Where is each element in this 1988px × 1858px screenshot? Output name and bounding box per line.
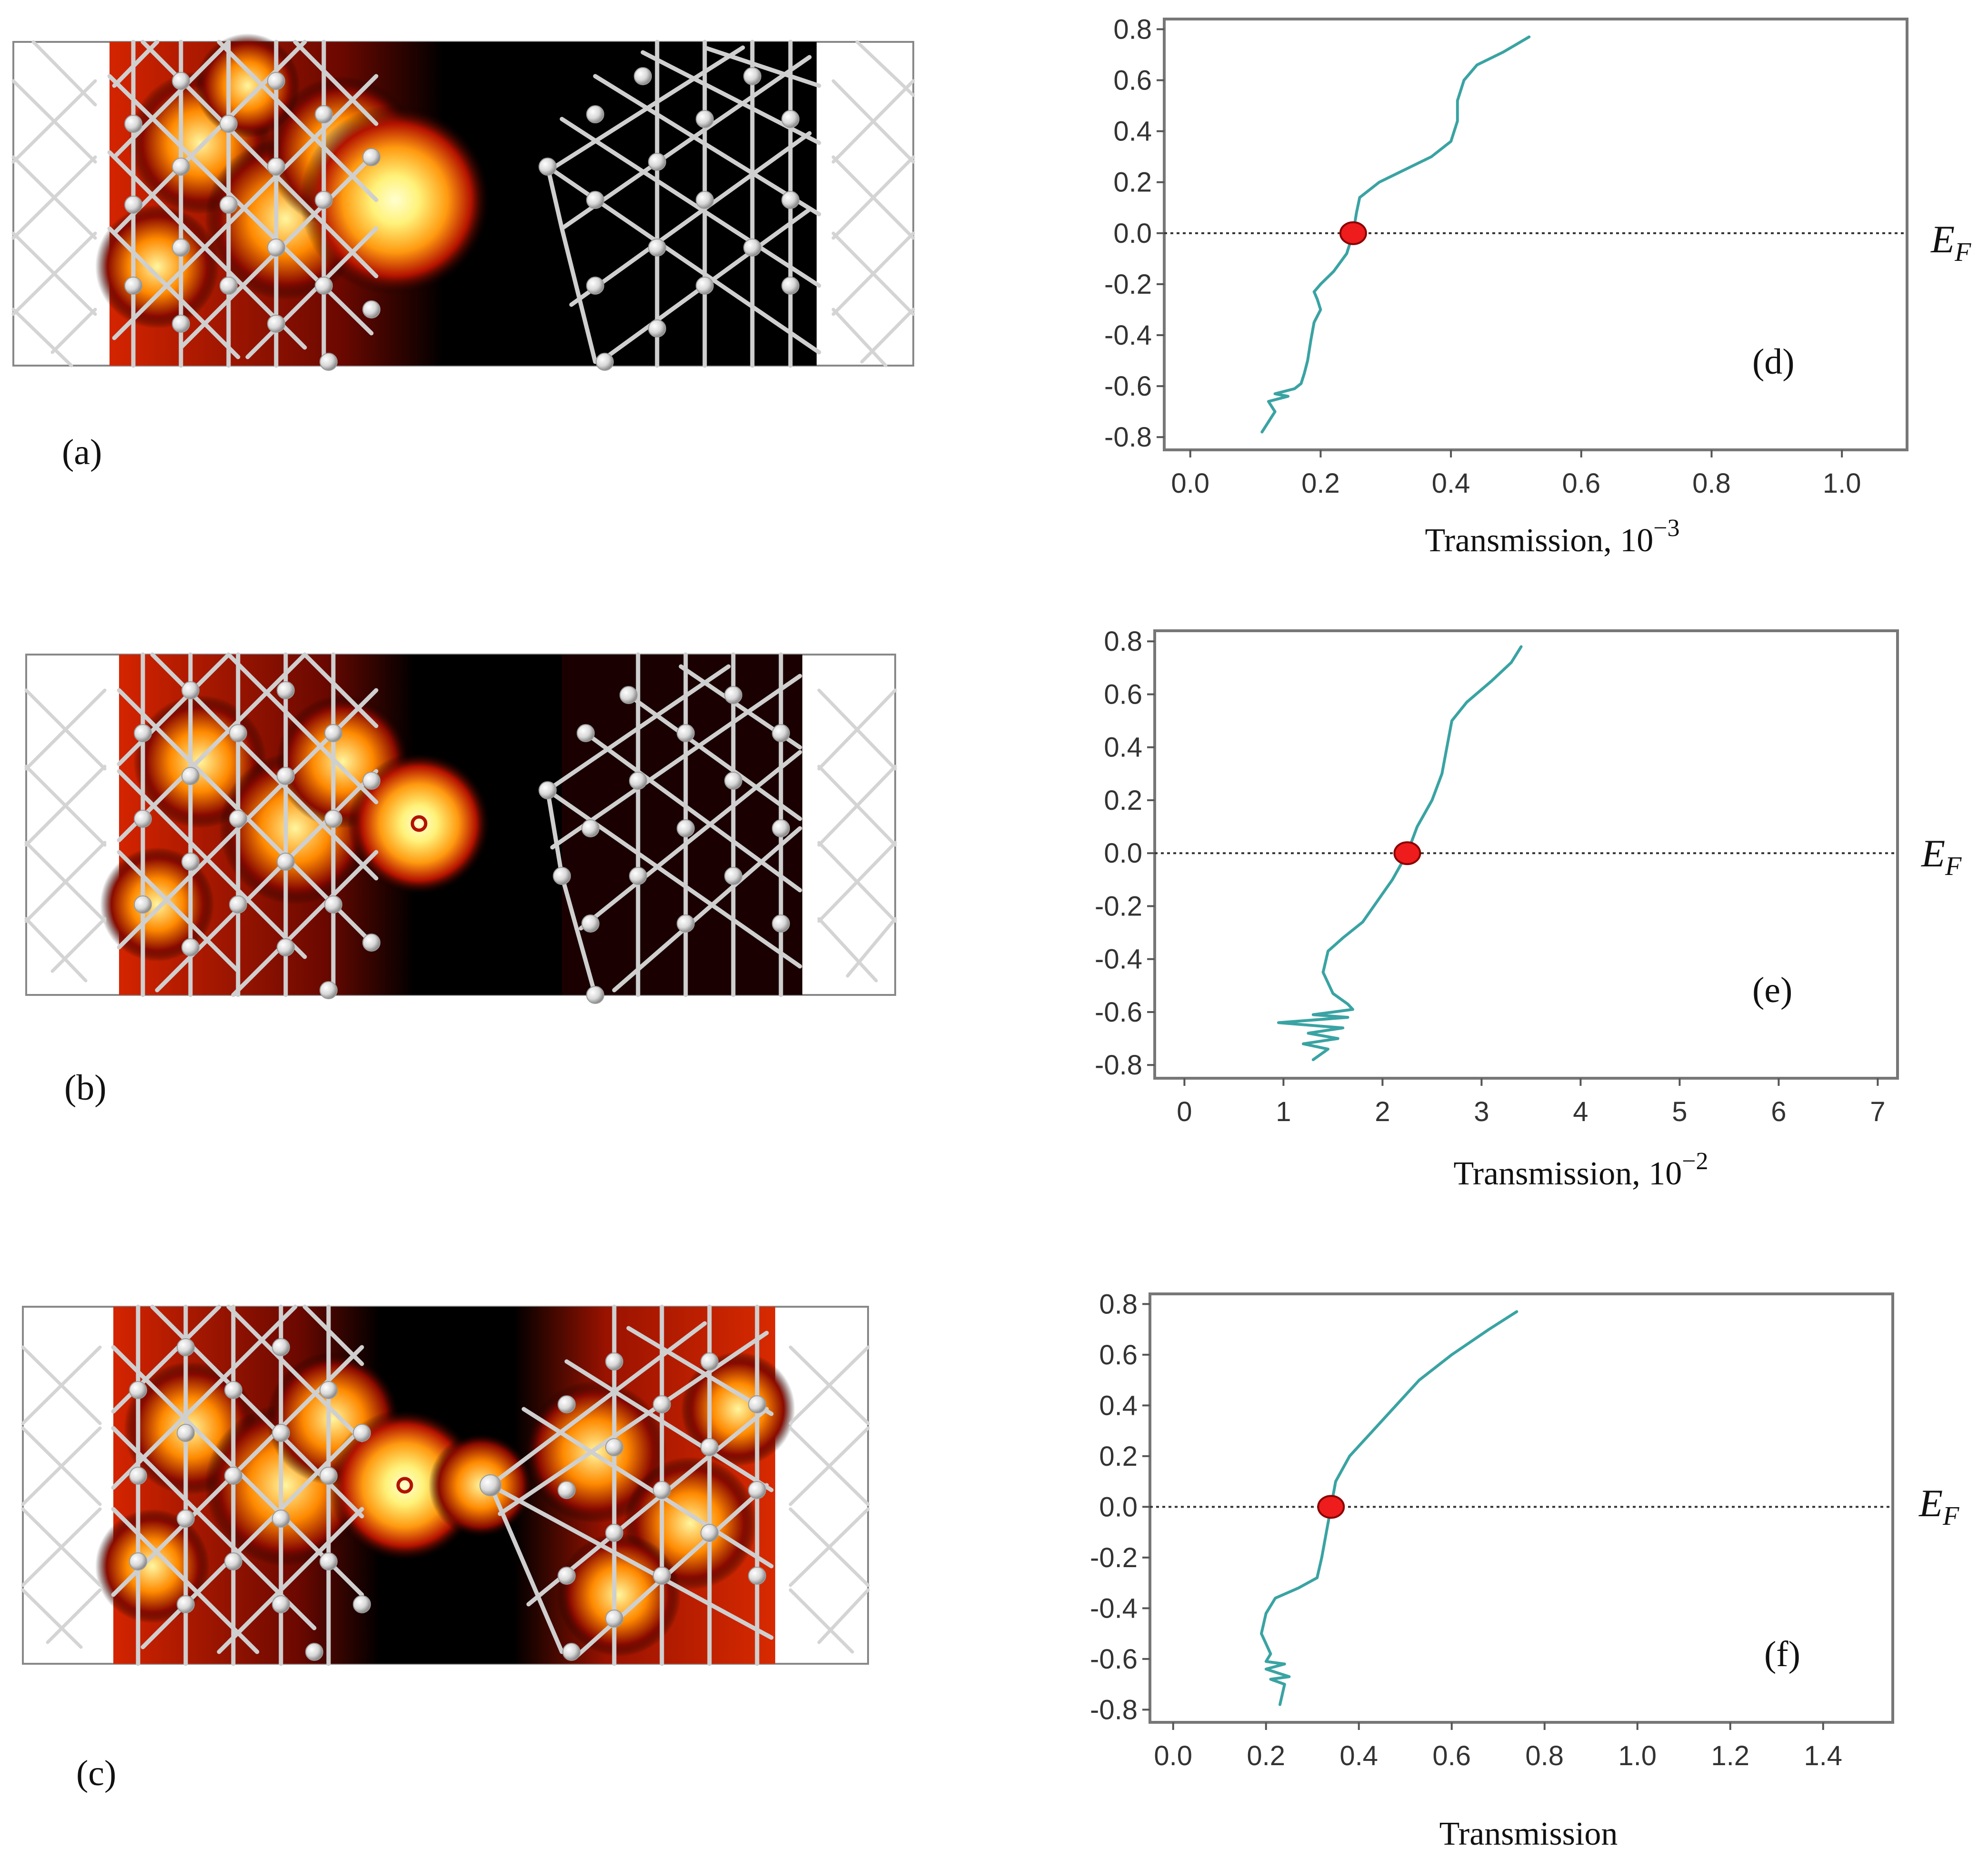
panel-label-d: (d) [1752, 342, 1795, 382]
x-axis-f: 0.0 0.2 0.4 0.6 0.8 1.0 1.2 1.4 [1154, 1722, 1842, 1771]
x-tick-label-d: 0.0 [1171, 468, 1209, 499]
x-tick-label-e: 3 [1474, 1096, 1489, 1127]
x-tick-label-e: 7 [1870, 1096, 1885, 1127]
y-tick-label-f: -0.8 [1090, 1694, 1138, 1725]
fermi-label-sub-f: F [1942, 1501, 1959, 1531]
x-tick-label-f: 1.4 [1804, 1740, 1842, 1771]
y-axis-d: 0.8 0.6 0.4 0.2 0.0 -0.2 -0.4 -0.6 -0.8 [1104, 14, 1164, 453]
y-tick-label-f: 0.0 [1099, 1491, 1138, 1522]
fermi-label-main-d: E [1930, 218, 1955, 261]
x-tick-label-d: 1.0 [1823, 468, 1861, 499]
y-tick-label-f: 0.2 [1099, 1441, 1138, 1472]
y-tick-label-d: -0.6 [1104, 371, 1152, 402]
x-tick-label-f: 0.4 [1339, 1740, 1378, 1771]
x-tick-label-e: 2 [1375, 1096, 1390, 1127]
structure-panel-c: (c) [21, 1304, 870, 1793]
x-axis-title-e: Transmission, 10−2 [1453, 1148, 1708, 1192]
x-tick-label-e: 0 [1177, 1096, 1192, 1127]
chart-frame-f [1149, 1292, 1894, 1724]
x-tick-label-e: 4 [1573, 1096, 1588, 1127]
y-tick-label-d: 0.4 [1113, 116, 1152, 147]
x-tick-label-f: 1.0 [1618, 1740, 1657, 1771]
y-tick-label-d: 0.0 [1113, 218, 1152, 249]
y-tick-label-f: -0.6 [1090, 1644, 1138, 1675]
panel-label-b: (b) [64, 1068, 107, 1108]
fermi-label-f: EF [1918, 1481, 1959, 1531]
x-tick-label-e: 5 [1672, 1096, 1687, 1127]
y-tick-label-e: -0.4 [1095, 944, 1142, 975]
fermi-label-sub-d: F [1954, 238, 1971, 267]
y-tick-label-f: 0.6 [1099, 1340, 1138, 1371]
atoms-c [129, 1338, 766, 1661]
x-axis-d: 0.0 0.2 0.4 0.6 0.8 1.0 [1171, 450, 1861, 499]
x-axis-title-main-d: Transmission, 10 [1425, 522, 1653, 559]
fermi-point-marker-e [1393, 841, 1421, 865]
y-axis-f: 0.8 0.6 0.4 0.2 0.0 -0.2 -0.4 -0.6 -0.8 [1090, 1289, 1150, 1725]
x-tick-label-f: 1.2 [1711, 1740, 1749, 1771]
x-axis-title-exp-e: −2 [1682, 1148, 1708, 1175]
panel-label-c: (c) [76, 1753, 116, 1793]
fermi-label-d: EF [1930, 218, 1971, 267]
y-tick-label-e: 0.4 [1104, 732, 1142, 763]
x-axis-title-f: Transmission [1439, 1816, 1618, 1852]
y-tick-label-e: 0.0 [1104, 838, 1142, 869]
y-tick-label-e: 0.8 [1104, 626, 1142, 657]
structure-panel-b: (b) [24, 652, 897, 1108]
y-tick-label-e: -0.8 [1095, 1050, 1142, 1081]
chart-frame-d [1163, 18, 1908, 451]
panel-label-e: (e) [1752, 970, 1792, 1010]
y-tick-label-f: 0.8 [1099, 1289, 1138, 1320]
transmission-chart-f: 0.0 0.2 0.4 0.6 0.8 1.0 1.2 1.4 0.80.60.40.20.0… [1090, 1289, 1959, 1852]
x-axis-e: 0 1 2 3 4 5 6 7 [1177, 1078, 1886, 1127]
fermi-label-main-f: E [1918, 1481, 1943, 1525]
x-tick-label-d: 0.8 [1692, 468, 1731, 499]
panel-label-f: (f) [1764, 1634, 1800, 1674]
x-tick-label-f: 0.6 [1432, 1740, 1471, 1771]
x-tick-label-d: 0.2 [1301, 468, 1340, 499]
transmission-curve-e [1277, 645, 1523, 1062]
y-tick-label-e: -0.2 [1095, 891, 1142, 922]
transmission-chart-e: 0 1 2 3 4 5 6 7 0.8 0.6 0.4 0.2 0.0 -0.2 -0.4 -0.6 -0.8… [1095, 626, 1962, 1192]
panel-label-a: (a) [62, 432, 102, 472]
y-tick-label-d: 0.8 [1113, 14, 1152, 45]
x-axis-title-exp-d: −3 [1653, 515, 1679, 542]
y-tick-label-d: 0.2 [1113, 167, 1152, 198]
y-tick-label-d: 0.6 [1113, 65, 1152, 96]
y-tick-label-d: -0.4 [1104, 320, 1152, 351]
x-tick-label-d: 0.6 [1562, 468, 1600, 499]
y-tick-label-d: -0.2 [1104, 269, 1152, 300]
x-axis-title-main-f: Transmission [1439, 1816, 1618, 1852]
atoms-a [124, 67, 799, 371]
x-tick-label-f: 0.2 [1247, 1740, 1285, 1771]
y-tick-label-d: -0.8 [1104, 422, 1152, 453]
atoms-b [134, 681, 790, 1004]
y-axis-e: 0.8 0.6 0.4 0.2 0.0 -0.2 -0.4 -0.6 -0.8 [1095, 626, 1155, 1081]
y-tick-label-f: 0.4 [1099, 1390, 1138, 1421]
transmission-curve-d [1260, 35, 1531, 434]
y-tick-label-f: -0.4 [1090, 1593, 1138, 1624]
x-tick-label-d: 0.4 [1432, 468, 1470, 499]
x-axis-title-main-e: Transmission, 10 [1453, 1155, 1682, 1192]
chart-frame-e [1153, 629, 1899, 1080]
x-tick-label-e: 6 [1771, 1096, 1786, 1127]
fermi-point-marker-d [1339, 221, 1367, 245]
y-tick-label-e: -0.6 [1095, 997, 1142, 1028]
fermi-label-sub-e: F [1945, 852, 1962, 881]
y-tick-label-e: 0.6 [1104, 679, 1142, 710]
transmission-curve-f [1260, 1310, 1518, 1706]
x-axis-title-d: Transmission, 10−3 [1425, 515, 1679, 559]
x-tick-label-f: 0.8 [1525, 1740, 1564, 1771]
y-tick-label-e: 0.2 [1104, 785, 1142, 816]
x-tick-label-f: 0.0 [1154, 1740, 1192, 1771]
structure-panel-a: (a) [11, 33, 915, 472]
x-tick-label-e: 1 [1276, 1096, 1291, 1127]
y-tick-label-f: -0.2 [1090, 1542, 1138, 1573]
fermi-label-main-e: E [1921, 832, 1945, 875]
transmission-chart-d: 0.0 0.2 0.4 0.6 0.8 1.0 0.8 0.6 0.4 0.2 0.0 -0.2 -0… [1104, 14, 1971, 559]
fermi-label-e: EF [1921, 832, 1962, 881]
fermi-point-marker-f [1317, 1495, 1345, 1519]
